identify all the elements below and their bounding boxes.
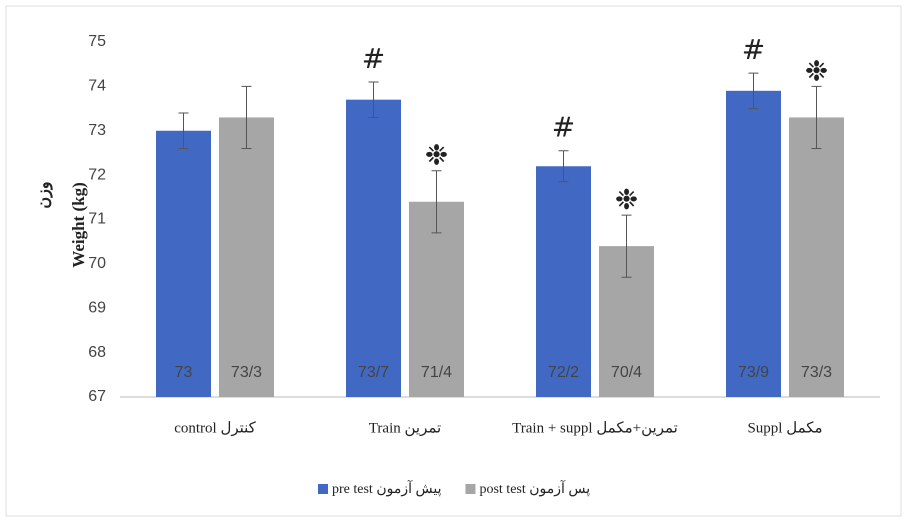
value-label: 73 (175, 364, 193, 381)
significance-marker: ❉ (425, 139, 448, 172)
error-bar (178, 112, 189, 149)
y-tick-label: 69 (88, 299, 106, 316)
error-bar (241, 85, 252, 149)
value-label: 72/2 (548, 364, 579, 381)
bar (409, 201, 464, 397)
bar (726, 90, 781, 397)
x-tick-label: Train تمرین (369, 420, 441, 436)
y-tick-label: 75 (88, 33, 106, 50)
x-tick-label: Train + suppl تمرین+مکمل (512, 420, 678, 436)
legend-label: post test پس آزمون (479, 479, 590, 497)
bar (536, 166, 591, 397)
y-tick-label: 72 (88, 166, 106, 183)
error-bar (811, 85, 822, 149)
value-label: 71/4 (421, 364, 452, 381)
y-label: Weight (kg) (69, 182, 88, 267)
value-label: 73/3 (801, 364, 832, 381)
y-label-fa: وزن (36, 181, 54, 208)
error-bar (558, 150, 569, 183)
bar (219, 117, 274, 397)
significance-marker: ❉ (805, 54, 828, 87)
y-tick-label: 74 (88, 78, 106, 95)
value-label: 73/7 (358, 364, 389, 381)
value-label: 73/3 (231, 364, 262, 381)
significance-marker: # (362, 42, 385, 75)
y-tick-label: 71 (88, 211, 106, 228)
error-bar (621, 214, 632, 278)
y-tick-label: 73 (88, 122, 106, 139)
y-tick-label: 70 (88, 255, 106, 272)
y-tick-label: 67 (88, 388, 106, 405)
bar (156, 130, 211, 397)
significance-marker: # (552, 111, 575, 144)
bar (346, 99, 401, 397)
x-tick-label: Suppl مکمل (747, 420, 822, 436)
bar (789, 117, 844, 397)
significance-marker: # (742, 33, 765, 66)
y-tick-label: 68 (88, 344, 106, 361)
value-label: 70/4 (611, 364, 642, 381)
legend-swatch (318, 484, 328, 494)
error-bar (368, 81, 379, 118)
value-label: 73/9 (738, 364, 769, 381)
x-tick-label: control کنترل (174, 420, 256, 436)
legend-swatch (465, 484, 476, 494)
significance-marker: ❉ (615, 183, 638, 216)
error-bar (431, 170, 442, 234)
legend-label: pre test پیش آزمون (332, 479, 442, 497)
error-bar (748, 72, 759, 110)
